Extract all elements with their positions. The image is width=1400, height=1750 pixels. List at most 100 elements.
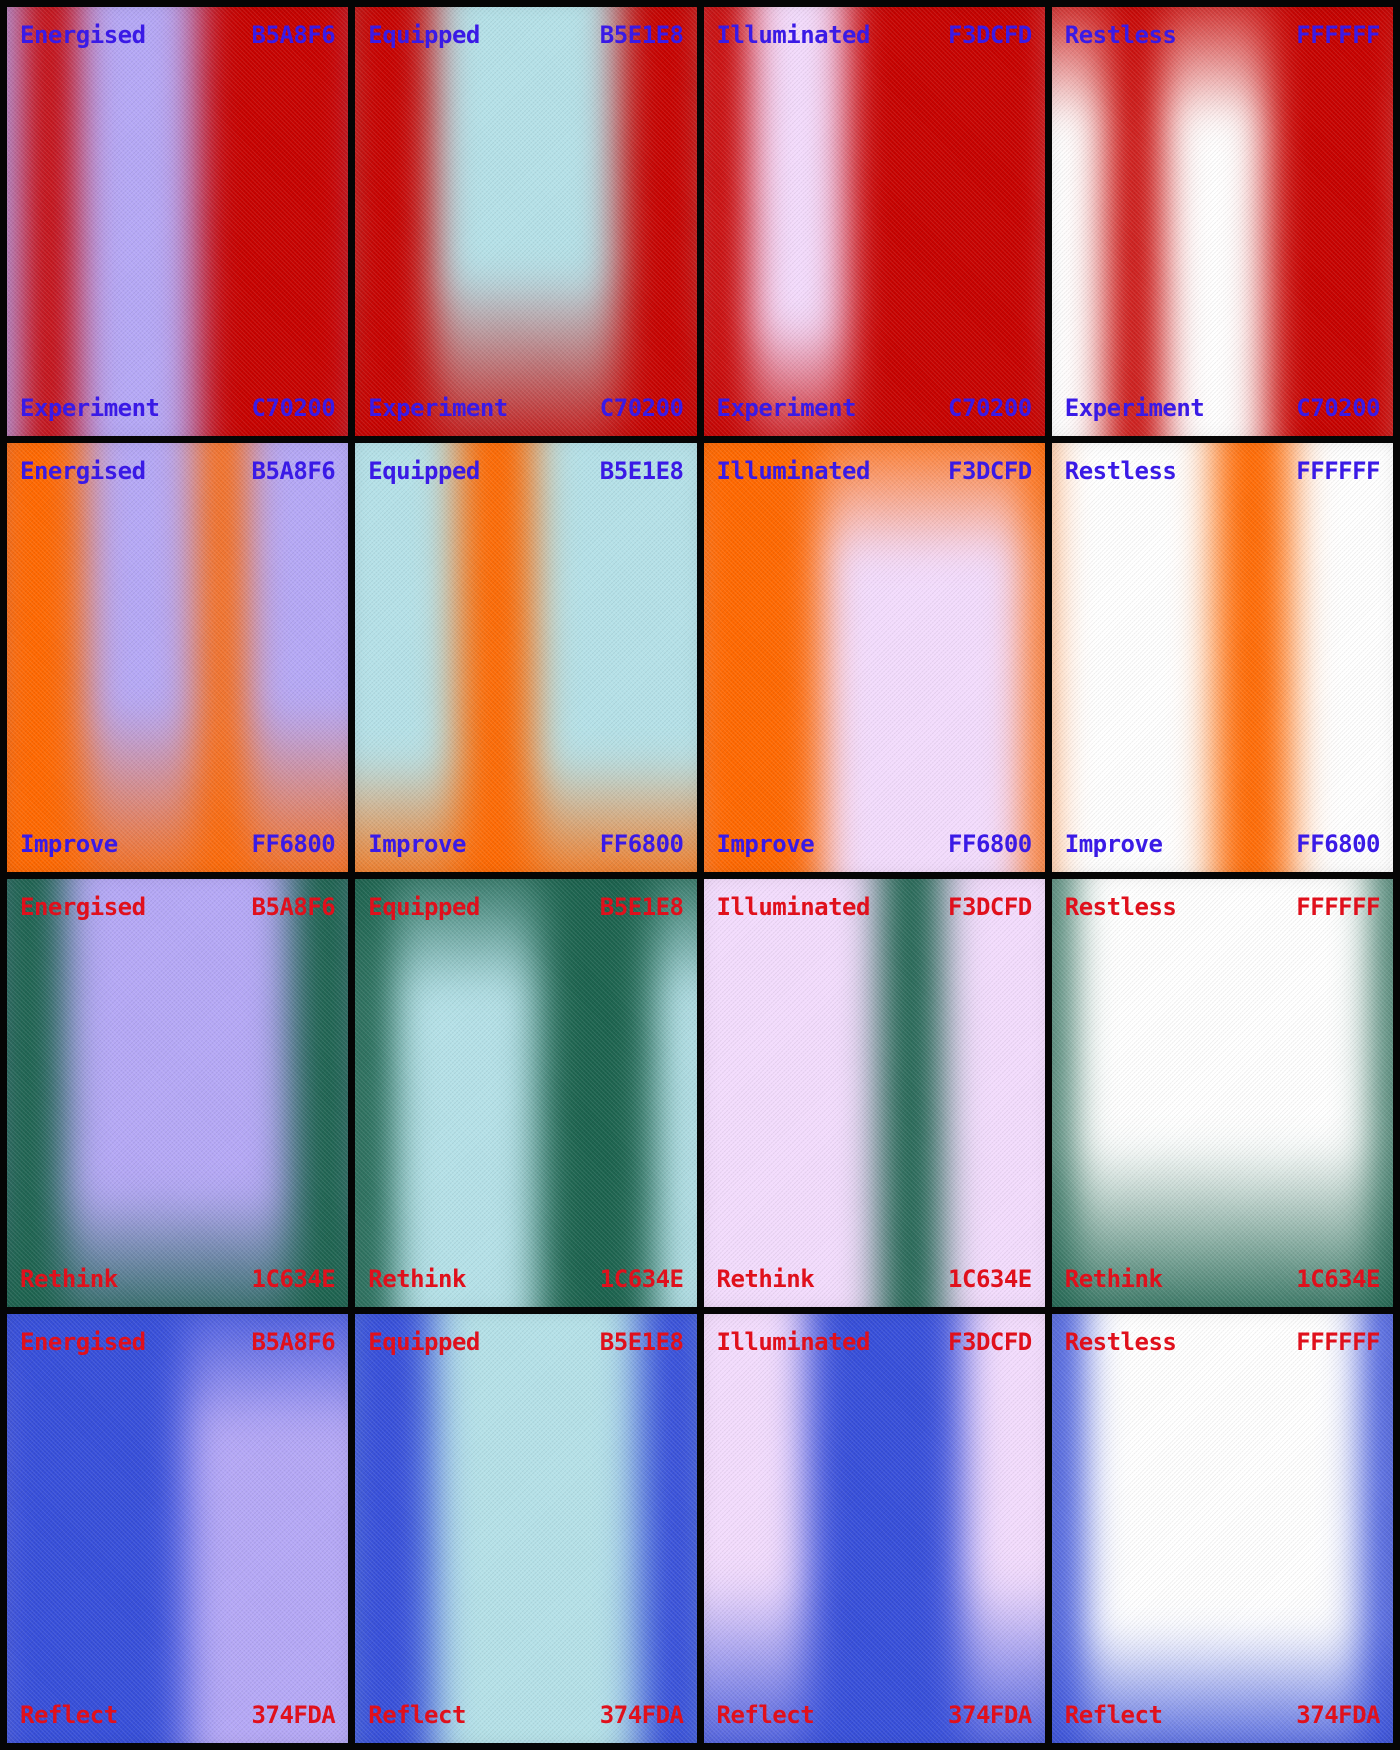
action-label: Improve — [716, 829, 815, 858]
grain-texture — [355, 7, 697, 436]
action-label: Improve — [20, 829, 118, 858]
swatch-card: Illuminated F3DCFD Rethink 1C634E — [703, 878, 1045, 1308]
action-label: Rethink — [1064, 1265, 1163, 1294]
mood-hex: B5A8F6 — [251, 1328, 336, 1357]
action-hex: FF6800 — [599, 829, 684, 858]
swatch-card: Illuminated F3DCFD Experiment C70200 — [703, 7, 1045, 436]
mood-hex: B5E1E8 — [599, 21, 684, 49]
grain-texture — [7, 442, 349, 872]
action-hex: C70200 — [251, 393, 336, 422]
mood-label: Restless — [1064, 1328, 1177, 1357]
gradient-background — [7, 7, 349, 436]
action-label: Reflect — [368, 1701, 466, 1729]
mood-label: Energised — [20, 892, 146, 921]
action-label: Experiment — [1064, 393, 1205, 422]
mood-label: Equipped — [368, 1328, 480, 1357]
action-label: Experiment — [20, 393, 160, 422]
action-label: Improve — [1064, 829, 1163, 858]
swatch-card: Restless FFFFFF Improve FF6800 — [1051, 442, 1393, 872]
mood-label: Restless — [1064, 21, 1177, 49]
gradient-background — [1051, 1314, 1393, 1743]
gradient-background — [703, 7, 1045, 436]
action-label: Reflect — [20, 1701, 118, 1729]
action-hex: 1C634E — [1296, 1265, 1380, 1294]
swatch-card: Energised B5A8F6 Experiment C70200 — [7, 7, 349, 436]
action-hex: 374FDA — [599, 1701, 684, 1729]
swatch-card: Energised B5A8F6 Improve FF6800 — [7, 442, 349, 872]
gradient-background — [1051, 442, 1393, 872]
mood-label: Illuminated — [716, 21, 871, 49]
action-label: Reflect — [716, 1701, 815, 1729]
gradient-background — [7, 1314, 349, 1743]
gradient-background — [7, 442, 349, 872]
mood-hex: B5A8F6 — [251, 21, 336, 49]
grain-texture — [355, 878, 697, 1308]
action-hex: C70200 — [948, 393, 1032, 422]
mood-hex: FFFFFF — [1296, 456, 1380, 485]
gradient-background — [703, 442, 1045, 872]
gradient-background — [1051, 878, 1393, 1308]
action-label: Experiment — [716, 393, 857, 422]
mood-hex: F3DCFD — [948, 456, 1032, 485]
swatch-card: Illuminated F3DCFD Improve FF6800 — [703, 442, 1045, 872]
grain-texture — [1051, 878, 1393, 1308]
swatch-card: Restless FFFFFF Reflect 374FDA — [1051, 1314, 1393, 1743]
swatch-card: Energised B5A8F6 Rethink 1C634E — [7, 878, 349, 1308]
grain-texture — [703, 1314, 1045, 1743]
action-hex: 1C634E — [599, 1265, 684, 1294]
swatch-card: Equipped B5E1E8 Rethink 1C634E — [355, 878, 697, 1308]
mood-hex: B5A8F6 — [251, 892, 336, 921]
mood-label: Restless — [1064, 892, 1177, 921]
action-label: Improve — [368, 829, 466, 858]
gradient-background — [355, 7, 697, 436]
mood-label: Equipped — [368, 892, 480, 921]
mood-hex: FFFFFF — [1296, 21, 1380, 49]
gradient-background — [703, 878, 1045, 1308]
mood-hex: FFFFFF — [1296, 892, 1380, 921]
action-hex: 1C634E — [251, 1265, 336, 1294]
mood-label: Illuminated — [716, 1328, 871, 1357]
grain-texture — [1051, 7, 1393, 436]
grain-texture — [703, 442, 1045, 872]
mood-label: Energised — [20, 456, 146, 485]
mood-hex: F3DCFD — [948, 1328, 1032, 1357]
swatch-card: Equipped B5E1E8 Improve FF6800 — [355, 442, 697, 872]
mood-hex: B5E1E8 — [599, 892, 684, 921]
mood-label: Energised — [20, 1328, 146, 1357]
grain-texture — [1051, 442, 1393, 872]
action-hex: C70200 — [1296, 393, 1380, 422]
gradient-background — [703, 1314, 1045, 1743]
mood-hex: B5E1E8 — [599, 1328, 684, 1357]
action-hex: 374FDA — [948, 1701, 1032, 1729]
mood-label: Illuminated — [716, 892, 871, 921]
mood-label: Illuminated — [716, 456, 871, 485]
mood-label: Restless — [1064, 456, 1177, 485]
mood-label: Equipped — [368, 21, 480, 49]
gradient-background — [7, 878, 349, 1308]
gradient-background — [355, 878, 697, 1308]
grain-texture — [7, 7, 349, 436]
action-label: Rethink — [716, 1265, 815, 1294]
gradient-background — [1051, 7, 1393, 436]
action-hex: 374FDA — [251, 1701, 336, 1729]
swatch-card: Equipped B5E1E8 Experiment C70200 — [355, 7, 697, 436]
grain-texture — [7, 1314, 349, 1743]
swatch-card: Energised B5A8F6 Reflect 374FDA — [7, 1314, 349, 1743]
swatch-card: Restless FFFFFF Experiment C70200 — [1051, 7, 1393, 436]
grain-texture — [703, 878, 1045, 1308]
action-hex: FF6800 — [1296, 829, 1380, 858]
grain-texture — [1051, 1314, 1393, 1743]
action-hex: 1C634E — [948, 1265, 1032, 1294]
action-hex: 374FDA — [1296, 1701, 1380, 1729]
mood-hex: F3DCFD — [948, 892, 1032, 921]
action-hex: FF6800 — [948, 829, 1032, 858]
mood-hex: FFFFFF — [1296, 1328, 1380, 1357]
gradient-background — [355, 442, 697, 872]
mood-hex: B5A8F6 — [251, 456, 336, 485]
gradient-background — [355, 1314, 697, 1743]
mood-label: Energised — [20, 21, 146, 49]
action-label: Reflect — [1064, 1701, 1163, 1729]
action-hex: FF6800 — [251, 829, 336, 858]
swatch-card: Equipped B5E1E8 Reflect 374FDA — [355, 1314, 697, 1743]
